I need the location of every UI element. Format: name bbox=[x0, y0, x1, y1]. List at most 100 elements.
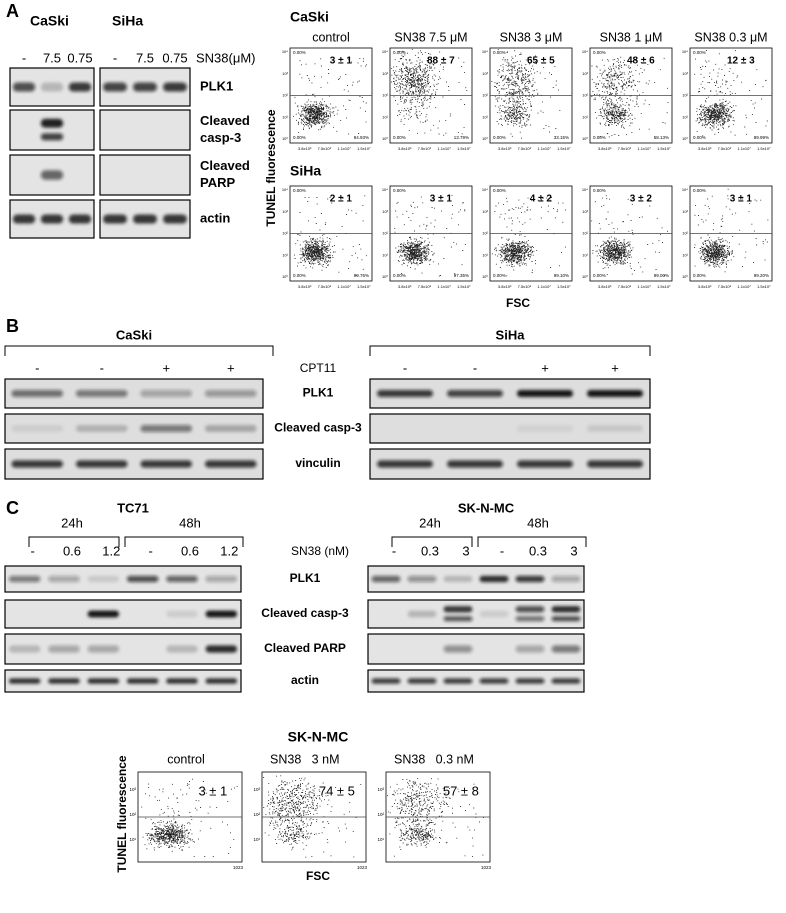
band bbox=[133, 214, 157, 224]
x-tick-label: 3.8x10⁶ bbox=[598, 146, 612, 151]
y-tick-label: 10⁰ bbox=[382, 136, 388, 141]
bracket bbox=[4, 345, 274, 356]
plot-title: control bbox=[312, 30, 350, 44]
apoptosis-value: 3 ± 2 bbox=[630, 194, 653, 205]
dot-cloud bbox=[294, 195, 367, 277]
y-tick-label: 10³ bbox=[282, 209, 288, 214]
y-tick-label: 10⁰ bbox=[482, 136, 488, 141]
band bbox=[443, 606, 473, 613]
quadrant-percent: 97.35% bbox=[454, 273, 469, 278]
y-axis-label: TUNEL fluorescence bbox=[264, 109, 278, 226]
y-tick-label: 10¹ bbox=[582, 252, 588, 257]
band bbox=[75, 390, 128, 397]
dot-cloud bbox=[591, 56, 669, 138]
lane-label: 1.2 bbox=[102, 543, 120, 558]
x-tick-label: 1.1x10⁷ bbox=[437, 284, 451, 289]
band bbox=[163, 214, 187, 224]
lane-label: 0.6 bbox=[181, 543, 199, 558]
lane-label: + bbox=[541, 360, 549, 375]
quadrant-percent: 0.00% bbox=[393, 188, 406, 193]
y-tick-label: 10¹ bbox=[377, 837, 384, 842]
plot-title: SN38 3 μM bbox=[500, 30, 563, 44]
x-tick-label: 3.8x10⁶ bbox=[698, 146, 712, 151]
apoptosis-value: 48 ± 6 bbox=[627, 56, 655, 67]
x-tick-label: 1.5x10⁷ bbox=[457, 146, 471, 151]
quadrant-percent: 0.00% bbox=[293, 273, 306, 278]
row-label: PLK1 bbox=[303, 386, 334, 400]
cell-line: SK-N-MC bbox=[458, 500, 515, 515]
flow-plot bbox=[489, 47, 573, 144]
cell-line: TC71 bbox=[117, 500, 149, 515]
quadrant-percent: 0.00% bbox=[493, 273, 506, 278]
lane-label: 0.3 bbox=[529, 543, 547, 558]
x-tick-label: 1.5x10⁷ bbox=[457, 284, 471, 289]
blot-background bbox=[4, 599, 242, 629]
band bbox=[40, 82, 64, 92]
plot-title: SN38 0.3 μM bbox=[694, 30, 767, 44]
blot-strip bbox=[369, 378, 651, 409]
y-tick-label: 10¹ bbox=[282, 252, 288, 257]
y-tick-label: 10⁰ bbox=[582, 136, 588, 141]
band bbox=[8, 678, 41, 684]
treatment-label: CPT11 bbox=[300, 361, 337, 375]
plot-title: SN38 1 μM bbox=[600, 30, 663, 44]
time-label: 48h bbox=[179, 515, 201, 530]
x-tick-label: 1.1x10⁷ bbox=[737, 284, 751, 289]
x-tick-label: 3.8x10⁶ bbox=[698, 284, 712, 289]
row-label: actin bbox=[200, 210, 230, 225]
treatment-label: SN38 (nM) bbox=[291, 544, 349, 558]
apoptosis-value: 3 ± 1 bbox=[198, 783, 227, 798]
flow-plot bbox=[589, 185, 673, 282]
lane-label: - bbox=[100, 360, 104, 375]
dot-cloud bbox=[491, 196, 567, 277]
y-tick-label: 10¹ bbox=[682, 114, 688, 119]
band bbox=[140, 390, 193, 397]
blot-background bbox=[9, 109, 95, 151]
band bbox=[40, 170, 64, 180]
band bbox=[515, 645, 545, 653]
quadrant-percent: 0.00% bbox=[493, 135, 506, 140]
lane-label: + bbox=[611, 360, 619, 375]
y-tick-label: 10⁴ bbox=[682, 49, 688, 54]
band bbox=[517, 425, 573, 432]
y-tick-label: 10³ bbox=[582, 209, 588, 214]
y-tick-label: 10² bbox=[253, 812, 260, 817]
y-tick-label: 10² bbox=[129, 812, 136, 817]
x-tick-label: 1.1x10⁷ bbox=[637, 284, 651, 289]
lane-label: - bbox=[30, 543, 34, 558]
y-tick-label: 10¹ bbox=[382, 252, 388, 257]
quadrant-percent: 0.00% bbox=[293, 188, 306, 193]
y-tick-label: 10³ bbox=[382, 209, 388, 214]
row-label: Cleaved casp-3 bbox=[261, 606, 349, 620]
x-tick-label: 3.8x10⁶ bbox=[598, 284, 612, 289]
band bbox=[87, 645, 120, 653]
x-tick-label: 1.1x10⁷ bbox=[737, 146, 751, 151]
band bbox=[48, 575, 80, 583]
x-tick-label: 1.1x10⁷ bbox=[437, 146, 451, 151]
band bbox=[40, 118, 64, 128]
time-label: 24h bbox=[61, 515, 83, 530]
quadrant-percent: 0.00% bbox=[693, 50, 706, 55]
band bbox=[377, 460, 433, 468]
band bbox=[205, 610, 238, 618]
quadrant-percent: 0.00% bbox=[593, 50, 606, 55]
band bbox=[205, 645, 238, 653]
y-tick-label: 10¹ bbox=[482, 114, 488, 119]
y-tick-label: 10⁴ bbox=[282, 49, 288, 54]
y-tick-label: 10² bbox=[382, 231, 388, 236]
dot-cloud bbox=[394, 195, 466, 277]
y-tick-label: 10² bbox=[282, 93, 288, 98]
bracket bbox=[477, 536, 587, 547]
cell-line: SiHa bbox=[290, 163, 321, 179]
y-tick-label: 10³ bbox=[682, 71, 688, 76]
blot-background bbox=[99, 154, 191, 196]
blot-background bbox=[367, 599, 585, 629]
band bbox=[551, 678, 581, 684]
plot-title: SN38 3 nM bbox=[270, 752, 339, 766]
blot-strip bbox=[4, 413, 264, 444]
lane-label: 1.2 bbox=[220, 543, 238, 558]
cell-line: SiHa bbox=[112, 13, 143, 29]
blot-strip bbox=[4, 633, 242, 665]
blot-strip bbox=[4, 448, 264, 480]
flow-plot bbox=[589, 47, 673, 144]
